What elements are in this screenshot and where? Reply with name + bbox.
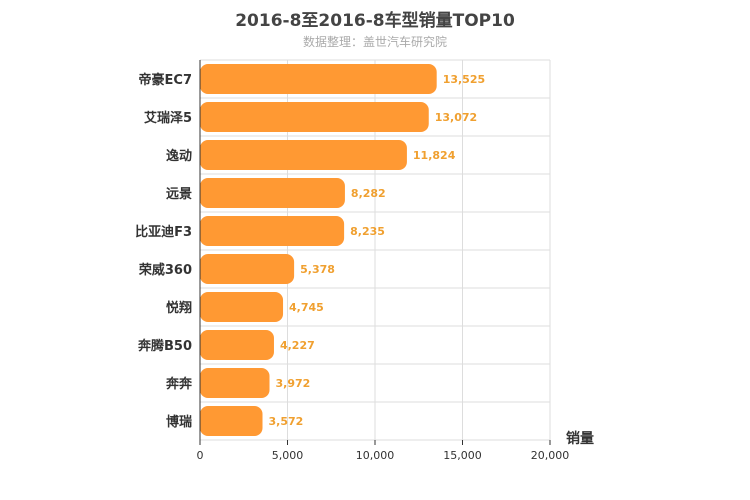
bars <box>200 64 437 436</box>
bar[interactable] <box>200 64 437 94</box>
category-label: 逸动 <box>166 148 192 164</box>
bar[interactable] <box>200 216 345 246</box>
chart-title: 2016-8至2016-8车型销量TOP10 <box>235 11 515 31</box>
category-label: 荣威360 <box>138 262 192 278</box>
category-label: 艾瑞泽5 <box>144 110 192 126</box>
value-label: 13,525 <box>443 73 485 86</box>
category-label: 奔腾B50 <box>137 338 192 354</box>
value-label: 8,282 <box>351 187 386 200</box>
chart-subtitle: 数据整理：盖世汽车研究院 <box>302 35 447 49</box>
bar[interactable] <box>200 368 270 398</box>
value-label: 5,378 <box>300 263 335 276</box>
category-label: 悦翔 <box>166 300 192 316</box>
value-label: 3,972 <box>276 377 311 390</box>
x-tick-label: 5,000 <box>272 449 304 462</box>
category-label: 远景 <box>166 187 192 202</box>
bar[interactable] <box>200 292 284 322</box>
value-label: 11,824 <box>413 149 456 162</box>
category-label: 博瑞 <box>166 414 192 430</box>
value-label: 8,235 <box>350 225 385 238</box>
x-tick-label: 0 <box>197 449 204 462</box>
bar[interactable] <box>200 254 295 284</box>
category-label: 比亚迪F3 <box>135 224 192 240</box>
bar[interactable] <box>200 406 263 436</box>
x-axis-ticks: 0 5,000 10,000 15,000 20,000 <box>197 440 570 462</box>
category-label: 奔奔 <box>165 376 193 392</box>
category-label: 帝豪EC7 <box>139 72 192 88</box>
bar[interactable] <box>200 330 274 360</box>
x-tick-label: 20,000 <box>531 449 570 462</box>
value-label: 13,072 <box>435 111 477 124</box>
value-label: 3,572 <box>269 415 304 428</box>
bar[interactable] <box>200 102 429 132</box>
value-labels: 13,525 13,072 11,824 8,282 8,235 5,378 4,745 4,… <box>269 73 486 428</box>
value-label: 4,227 <box>280 339 315 352</box>
bar[interactable] <box>200 178 345 208</box>
x-axis-title: 销量 <box>566 430 594 447</box>
x-tick-label: 15,000 <box>443 449 482 462</box>
gridlines <box>200 59 551 441</box>
value-label: 4,745 <box>289 301 324 314</box>
x-tick-label: 10,000 <box>356 449 395 462</box>
bar[interactable] <box>200 140 407 170</box>
